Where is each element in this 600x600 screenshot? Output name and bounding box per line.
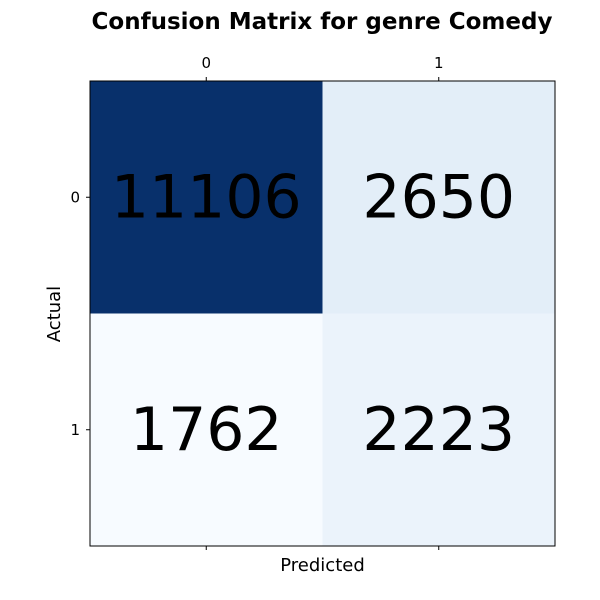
axis-ticks: 0 1 0 1	[70, 54, 444, 550]
heatmap-cell-r0-c0	[90, 81, 323, 314]
heatmap-cell-labels: 11106 2650 1762 2223	[111, 162, 515, 465]
y-axis-label: Actual	[44, 286, 65, 342]
cell-value-r0-c0: 11106	[111, 162, 302, 232]
x-tick-label-0: 0	[201, 54, 211, 72]
y-tick-label-0: 0	[70, 188, 80, 206]
heatmap-cell-r1-c1	[322, 313, 555, 546]
x-tick-label-1: 1	[434, 54, 444, 72]
chart-title: Confusion Matrix for genre Comedy	[92, 9, 553, 35]
y-tick-label-1: 1	[70, 421, 80, 439]
cell-value-r1-c0: 1762	[130, 395, 283, 465]
plot-frame	[89, 80, 556, 547]
heatmap-cells	[90, 81, 555, 546]
cell-value-r1-c1: 2223	[362, 395, 515, 465]
heatmap-cell-r1-c0	[90, 313, 323, 546]
cell-value-r0-c1: 2650	[362, 162, 515, 232]
heatmap-cell-r0-c1	[322, 81, 555, 314]
x-axis-label: Predicted	[280, 555, 365, 576]
